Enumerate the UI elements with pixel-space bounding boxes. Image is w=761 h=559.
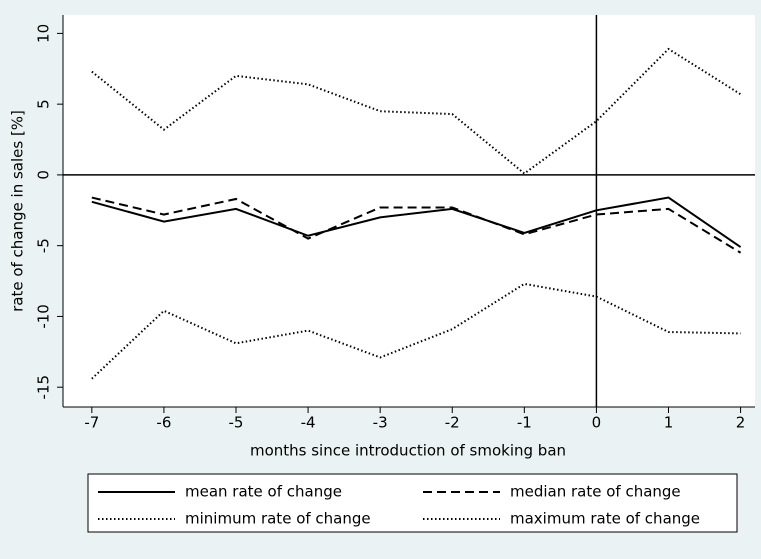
series-line bbox=[91, 196, 742, 254]
x-tick-label: 2 bbox=[736, 414, 746, 432]
series-line bbox=[91, 47, 742, 175]
x-tick-label: -3 bbox=[373, 414, 388, 432]
legend-label: maximum rate of change bbox=[510, 510, 700, 528]
y-tick-label: -5 bbox=[35, 238, 53, 253]
x-tick-label: -6 bbox=[156, 414, 171, 432]
y-tick-label: 0 bbox=[35, 170, 53, 180]
plot-area bbox=[63, 15, 755, 407]
y-tick-label: -15 bbox=[35, 375, 53, 400]
x-tick-label: -5 bbox=[229, 414, 244, 432]
x-axis-label: months since introduction of smoking ban bbox=[250, 442, 566, 460]
x-tick-label: 0 bbox=[592, 414, 602, 432]
x-tick-label: -2 bbox=[445, 414, 460, 432]
y-tick-label: 5 bbox=[35, 99, 53, 109]
y-axis-label: rate of change in sales [%] bbox=[9, 110, 27, 312]
y-tick-label: 10 bbox=[35, 24, 53, 43]
legend bbox=[87, 473, 738, 533]
x-tick-label: -4 bbox=[301, 414, 316, 432]
legend-label: minimum rate of change bbox=[185, 510, 371, 528]
x-tick-label: 1 bbox=[664, 414, 674, 432]
x-tick-label: -1 bbox=[517, 414, 532, 432]
legend-label: mean rate of change bbox=[185, 483, 342, 501]
y-tick-label: -10 bbox=[35, 304, 53, 329]
x-tick-label: -7 bbox=[84, 414, 99, 432]
series-line bbox=[91, 196, 742, 248]
legend-label: median rate of change bbox=[510, 483, 681, 501]
series-line bbox=[91, 282, 741, 380]
